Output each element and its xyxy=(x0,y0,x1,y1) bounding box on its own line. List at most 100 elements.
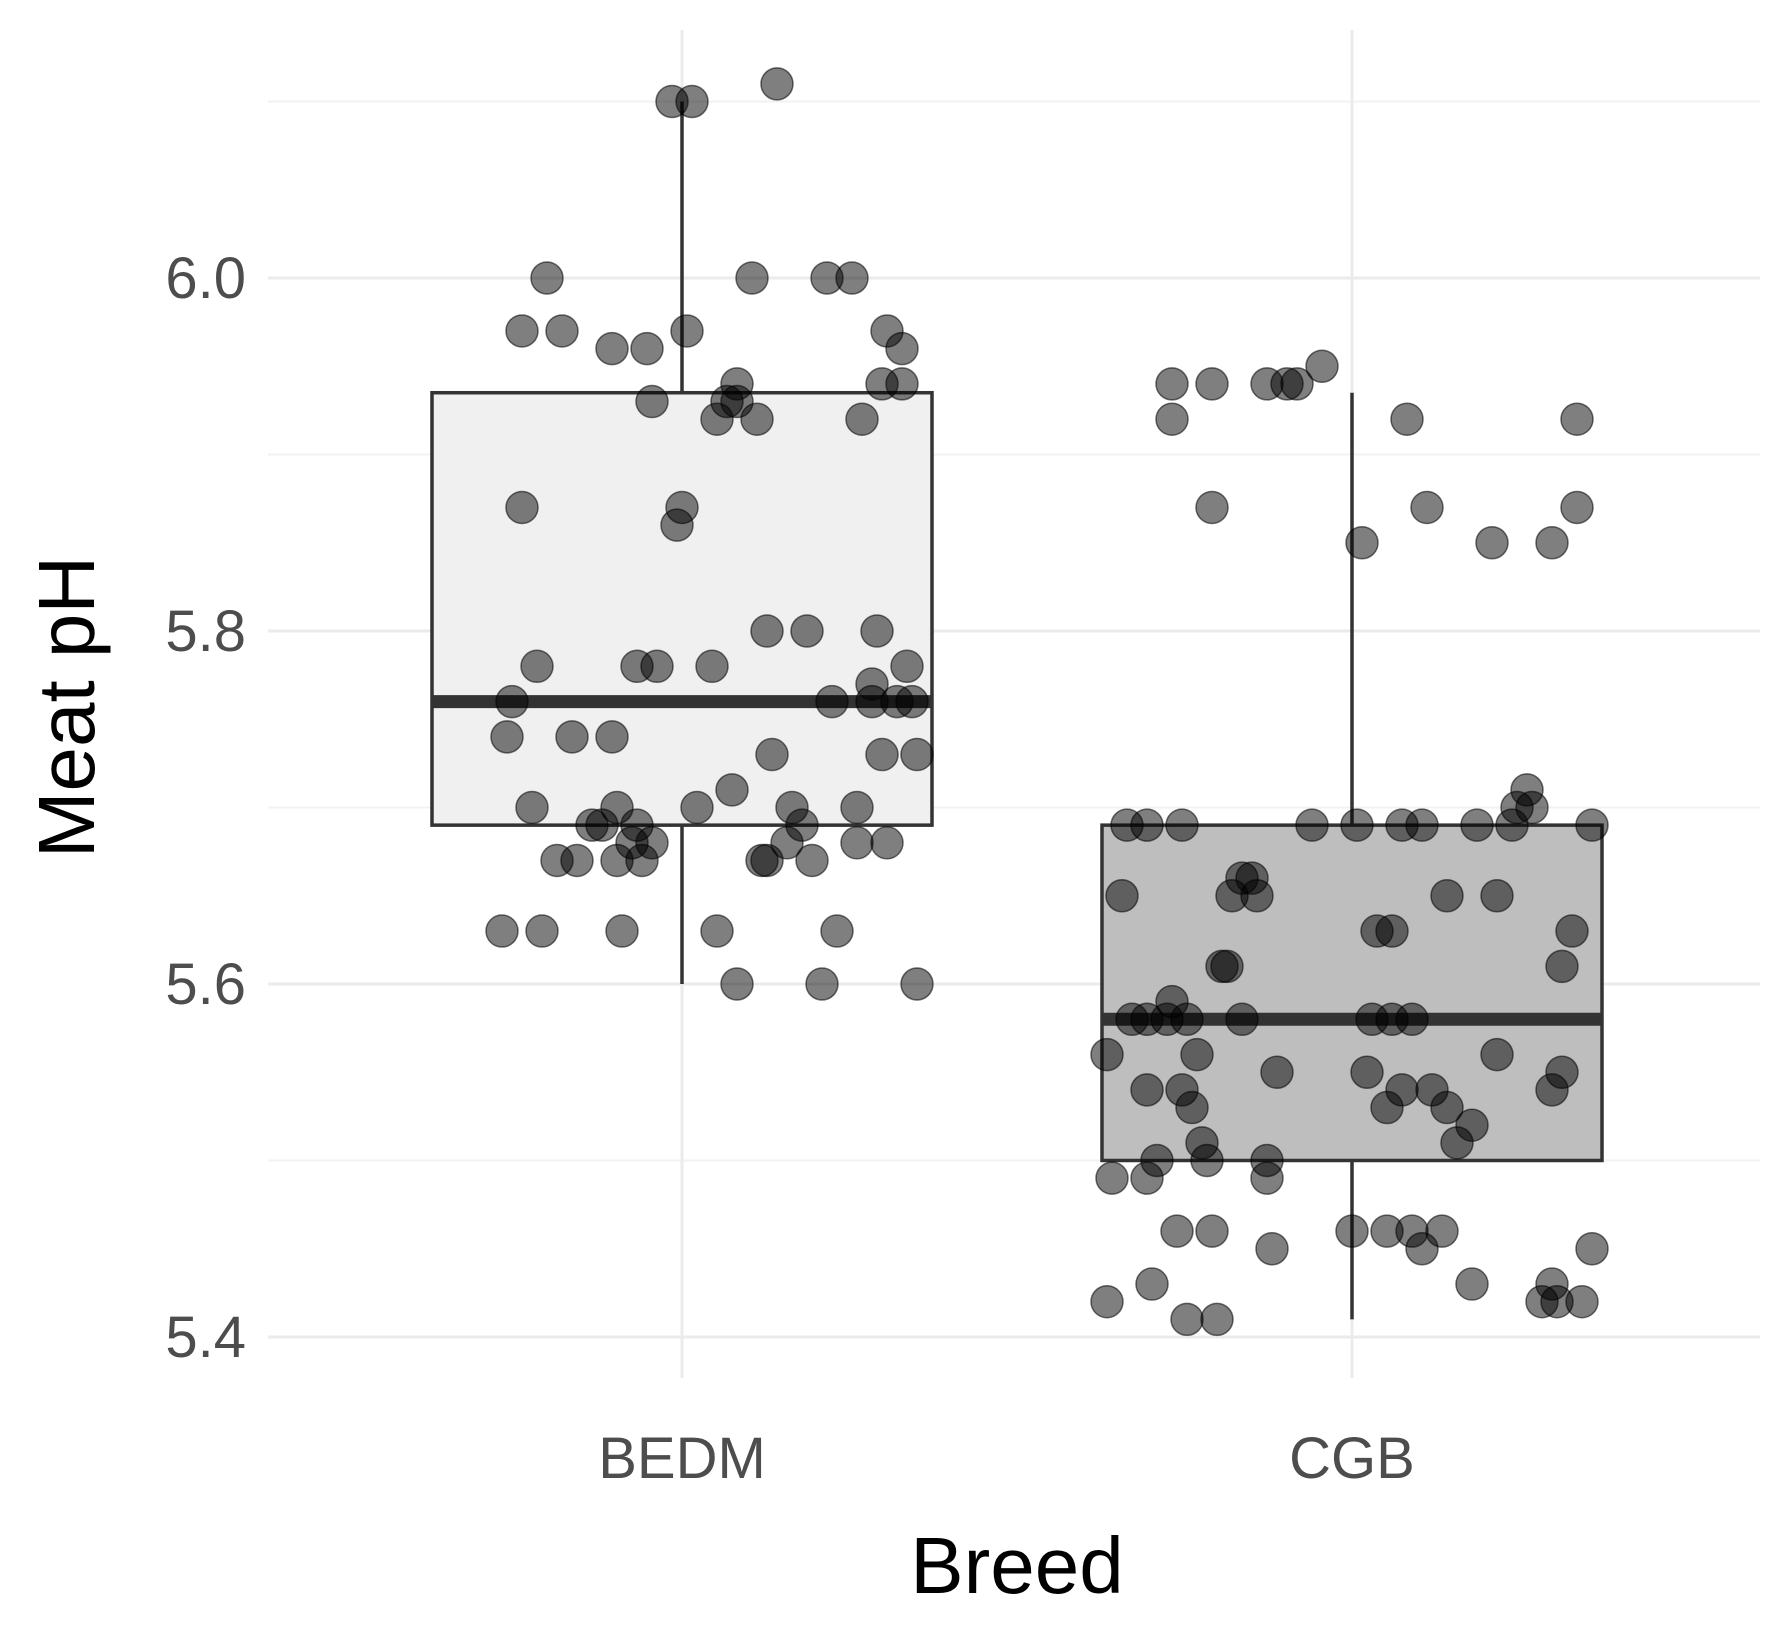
data-point xyxy=(675,84,709,119)
data-point xyxy=(720,967,754,1001)
data-point xyxy=(640,649,674,684)
data-point xyxy=(860,614,894,648)
data-point xyxy=(1555,914,1589,948)
data-point xyxy=(1170,1302,1204,1337)
data-point xyxy=(1515,790,1549,825)
data-point xyxy=(790,614,824,648)
data-point xyxy=(665,490,699,525)
data-point xyxy=(1430,879,1464,913)
data-point xyxy=(1140,1143,1174,1178)
box-bedm xyxy=(430,101,934,984)
data-point xyxy=(1475,526,1509,560)
data-point xyxy=(805,967,839,1001)
data-point xyxy=(555,720,589,754)
data-point xyxy=(895,684,929,719)
y-tick-label: 5.4 xyxy=(165,1305,246,1370)
data-point xyxy=(840,826,874,860)
data-point xyxy=(680,790,714,825)
data-points xyxy=(485,67,1609,1337)
data-point xyxy=(760,67,794,101)
data-point xyxy=(505,490,539,525)
data-point xyxy=(1545,1055,1579,1089)
data-point xyxy=(1155,402,1189,436)
data-point xyxy=(1575,1232,1609,1266)
data-point xyxy=(785,808,819,842)
data-point xyxy=(1190,1143,1224,1178)
data-point xyxy=(1165,808,1199,842)
data-point xyxy=(630,331,664,366)
data-point xyxy=(820,914,854,948)
x-tick-label: CGB xyxy=(1289,1426,1415,1491)
data-point xyxy=(560,843,594,878)
data-point xyxy=(1410,490,1444,525)
data-point xyxy=(1340,808,1374,842)
data-point xyxy=(1250,1161,1284,1195)
data-point xyxy=(1200,1302,1234,1337)
data-point xyxy=(1375,914,1409,948)
points-cgb xyxy=(1090,349,1609,1337)
data-point xyxy=(1105,879,1139,913)
data-point xyxy=(815,684,849,719)
data-point xyxy=(870,826,904,860)
data-point xyxy=(1385,1073,1419,1107)
data-point xyxy=(505,314,539,348)
data-point xyxy=(845,402,879,436)
data-point xyxy=(840,790,874,825)
data-point xyxy=(1455,1108,1489,1142)
data-point xyxy=(1195,367,1229,401)
data-point xyxy=(1095,1161,1129,1195)
data-point xyxy=(1305,349,1339,383)
data-point xyxy=(1295,808,1329,842)
data-point xyxy=(605,914,639,948)
data-point xyxy=(1135,1267,1169,1301)
data-point xyxy=(900,737,934,772)
data-point xyxy=(1240,879,1274,913)
data-point xyxy=(1350,1055,1384,1089)
data-point xyxy=(695,649,729,684)
data-point xyxy=(885,331,919,366)
data-point xyxy=(1090,1037,1124,1072)
data-point xyxy=(1155,367,1189,401)
data-point xyxy=(1560,402,1594,436)
data-point xyxy=(835,261,869,295)
data-point xyxy=(715,773,749,807)
data-point xyxy=(890,649,924,684)
data-point xyxy=(1280,367,1314,401)
data-point xyxy=(635,826,669,860)
data-point xyxy=(525,914,559,948)
data-point xyxy=(635,384,669,419)
x-tick-label: BEDM xyxy=(598,1426,766,1491)
data-point xyxy=(545,314,579,348)
data-point xyxy=(1180,1037,1214,1072)
data-point xyxy=(1195,1214,1229,1248)
data-point xyxy=(595,331,629,366)
data-point xyxy=(1535,526,1569,560)
data-point xyxy=(1425,1214,1459,1248)
data-point xyxy=(885,367,919,401)
data-point xyxy=(670,314,704,348)
data-point xyxy=(490,720,524,754)
data-point xyxy=(700,914,734,948)
data-point xyxy=(1090,1284,1124,1319)
data-point xyxy=(1575,808,1609,842)
data-point xyxy=(595,720,629,754)
data-point xyxy=(1335,1214,1369,1248)
data-point xyxy=(1175,1090,1209,1125)
data-point xyxy=(900,967,934,1001)
data-point xyxy=(865,737,899,772)
data-point xyxy=(1260,1055,1294,1089)
data-point xyxy=(485,914,519,948)
data-point xyxy=(750,614,784,648)
data-point xyxy=(1480,1037,1514,1072)
data-point xyxy=(1210,949,1244,984)
data-point xyxy=(1460,808,1494,842)
data-point xyxy=(755,737,789,772)
x-tick-labels: BEDM CGB xyxy=(598,1426,1415,1491)
x-axis-title: Breed xyxy=(910,1521,1123,1610)
points-bedm xyxy=(485,67,934,1001)
data-point xyxy=(795,843,829,878)
data-point xyxy=(1565,1284,1599,1319)
data-point xyxy=(1480,879,1514,913)
data-point xyxy=(1405,808,1439,842)
y-axis-title: Meat pH xyxy=(22,556,111,858)
